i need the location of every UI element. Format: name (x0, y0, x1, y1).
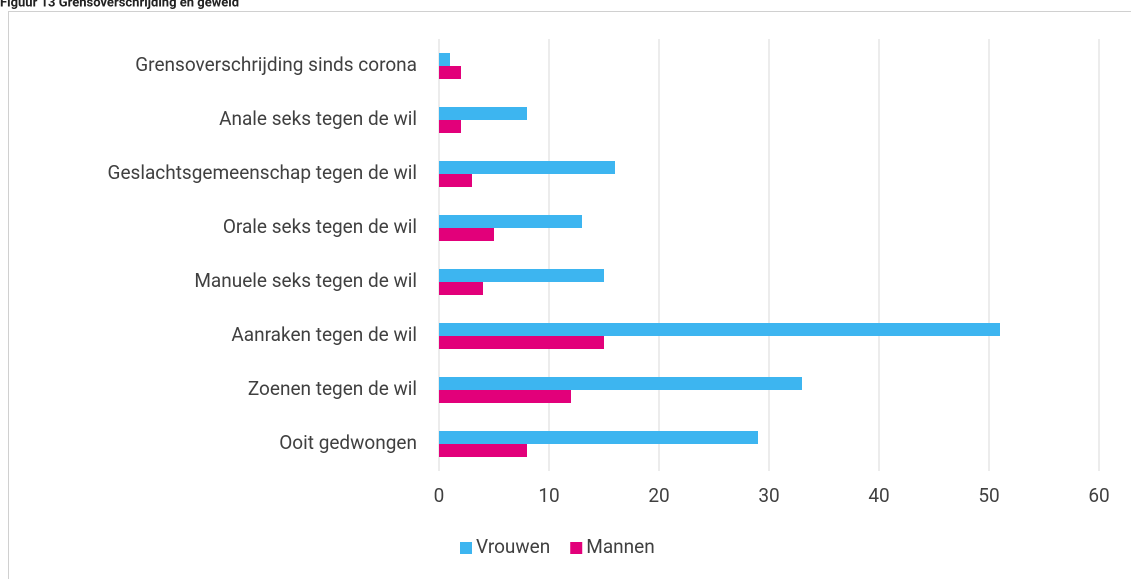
bar (439, 336, 604, 349)
bar (439, 66, 461, 79)
legend-label: Mannen (586, 535, 654, 558)
bar (439, 161, 615, 174)
y-tick-label: Anale seks tegen de wil (219, 107, 417, 130)
bar (439, 228, 494, 241)
bar (439, 269, 604, 282)
legend-swatch (460, 542, 472, 554)
bar (439, 282, 483, 295)
y-tick-label: Orale seks tegen de wil (223, 215, 417, 238)
y-tick-label: Geslachtsgemeenschap tegen de wil (108, 161, 417, 184)
x-tick-label: 60 (1088, 484, 1109, 507)
chart-border (8, 11, 1131, 579)
chart-title: Figuur 13 Grensoverschrijding en geweld (0, 0, 239, 10)
y-tick-label: Manuele seks tegen de wil (194, 269, 417, 292)
bar (439, 215, 582, 228)
bar (439, 377, 802, 390)
y-tick-label: Ooit gedwongen (279, 431, 417, 454)
bar (439, 390, 571, 403)
x-tick-label: 10 (538, 484, 559, 507)
bar (439, 444, 527, 457)
y-tick-label: Aanraken tegen de wil (231, 323, 417, 346)
x-tick-label: 30 (758, 484, 779, 507)
bar (439, 323, 1000, 336)
bar (439, 53, 450, 66)
x-tick-label: 50 (978, 484, 999, 507)
bar (439, 120, 461, 133)
bar (439, 431, 758, 444)
y-tick-label: Grensoverschrijding sinds corona (135, 53, 417, 76)
x-tick-label: 40 (868, 484, 889, 507)
x-tick-label: 0 (434, 484, 445, 507)
y-tick-label: Zoenen tegen de wil (248, 377, 417, 400)
legend-swatch (570, 542, 583, 554)
x-tick-label: 20 (648, 484, 669, 507)
bar (439, 174, 472, 187)
bar (439, 107, 527, 120)
legend-label: Vrouwen (476, 535, 550, 558)
